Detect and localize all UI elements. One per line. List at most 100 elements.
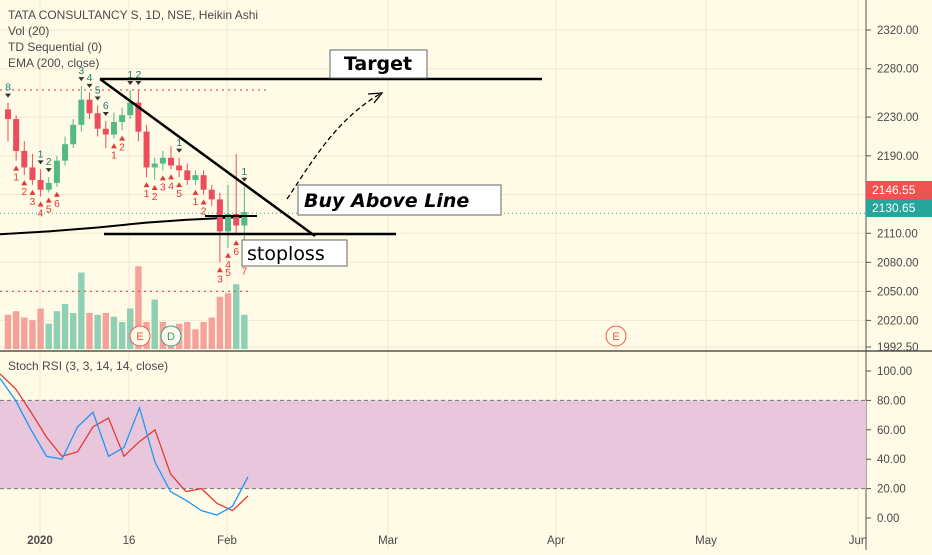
stoch-title: Stoch RSI (3, 3, 14, 14, close) <box>8 359 168 373</box>
price-tick-label: 2080.00 <box>877 257 919 269</box>
price-tick-label: 2320.00 <box>877 25 919 37</box>
candle-body <box>127 102 134 116</box>
earnings-marker-1[interactable]: E <box>129 325 151 347</box>
td-seq-number: 2 <box>46 156 52 168</box>
price-axis: 1992.502020.002050.002080.002110.002150.… <box>866 25 919 354</box>
svg-text:2146.55: 2146.55 <box>872 183 916 197</box>
td-seq-number: 2 <box>119 142 125 154</box>
candle-body <box>233 213 240 226</box>
stoch-tick-label: 20.00 <box>877 484 906 496</box>
td-seq-number: 5 <box>176 188 182 200</box>
projection-arrow-head <box>367 92 384 104</box>
stoch-axis: 0.00 20.00 40.00 60.00 80.00 100.00 <box>866 366 912 525</box>
candle-body <box>225 213 232 232</box>
volume-bar <box>53 311 61 349</box>
volume-bar <box>233 284 240 349</box>
td-seq-marker <box>45 197 52 203</box>
svg-text:2130.65: 2130.65 <box>872 201 916 215</box>
price-tag-high: 2146.55 <box>866 181 932 199</box>
time-tick-label: Feb <box>217 535 237 547</box>
time-tick-label: 2020 <box>27 535 53 547</box>
td-seq-number: 4 <box>225 259 231 271</box>
volume-bar <box>208 317 215 349</box>
td-seq-marker <box>37 201 44 207</box>
price-tick-label: 2280.00 <box>877 64 919 76</box>
candle-body <box>53 160 60 183</box>
td-seq-number: 1 <box>144 188 150 200</box>
td-seq-number: 4 <box>87 72 93 84</box>
td-seq-number: 1 <box>241 166 247 178</box>
stoch-tick-label: 40.00 <box>877 454 906 466</box>
time-axis: 2020 16 Feb Mar Apr May Jun <box>27 535 867 547</box>
stoch-tick-label: 60.00 <box>877 425 906 437</box>
volume-bar <box>135 266 142 349</box>
candle-body <box>184 170 191 181</box>
td-seq-marker <box>216 267 223 273</box>
td-seq-number: 2 <box>135 69 141 81</box>
volume-bar <box>37 308 44 349</box>
candle-body <box>29 167 36 181</box>
volume-bar <box>151 299 158 349</box>
td-seq-number: 5 <box>225 267 231 279</box>
legend-td: TD Sequential (0) <box>8 40 102 54</box>
td-seq-number: 7 <box>241 266 247 278</box>
td-seq-marker <box>233 240 240 246</box>
volume-bar <box>200 322 207 349</box>
target-label: Target <box>344 53 412 75</box>
td-seq-number: 6 <box>54 198 60 210</box>
candle-body <box>78 99 85 125</box>
price-pane-bg <box>0 0 866 351</box>
td-seq-marker <box>5 93 11 98</box>
td-seq-number: 1 <box>176 137 182 149</box>
volume-bar <box>12 311 20 349</box>
td-seq-number: 1 <box>193 196 199 208</box>
volume-bar <box>127 308 134 349</box>
stoploss-box <box>241 239 348 267</box>
td-seq-number: 3 <box>30 196 36 208</box>
candle-body <box>86 99 93 114</box>
volume-bar <box>86 313 93 349</box>
td-seq-number: 5 <box>95 84 101 96</box>
candle-body <box>37 180 44 190</box>
td-seq-marker <box>78 77 85 82</box>
time-tick-label: Apr <box>547 535 565 547</box>
buy-above-label: Buy Above Line <box>304 190 469 212</box>
legend-ema: EMA (200, close) <box>8 56 99 70</box>
stoploss-label: stoploss <box>247 243 325 265</box>
volume-bar <box>216 296 224 349</box>
td-seq-number: 1 <box>127 69 133 81</box>
td-seq-marker <box>225 252 232 258</box>
td-seq-number: 6 <box>233 246 239 258</box>
volume-bar <box>21 317 28 349</box>
stoch-tick-label: 80.00 <box>877 395 906 407</box>
td-seq-marker <box>29 189 36 195</box>
stoch-tick-label: 100.00 <box>877 366 912 378</box>
td-seq-marker <box>102 111 109 116</box>
volume-bar <box>192 329 199 349</box>
td-seq-number: 4 <box>38 207 44 219</box>
price-tick-label: 1992.50 <box>877 342 919 354</box>
candle-body <box>102 128 109 135</box>
candle-body <box>135 102 142 132</box>
td-seq-marker <box>159 175 166 181</box>
td-seq-marker <box>143 182 150 188</box>
td-seq-number: 3 <box>160 181 166 193</box>
td-seq-marker <box>127 81 134 86</box>
td-seq-number: 3 <box>217 273 223 285</box>
td-seq-marker <box>241 177 248 182</box>
candle-body <box>119 115 126 122</box>
td-seq-marker <box>94 96 101 101</box>
stoch-band <box>0 400 866 489</box>
candle-body <box>200 175 207 190</box>
stoch-k-line <box>0 377 249 516</box>
time-tick-label: 16 <box>123 535 136 547</box>
volume-bar <box>224 293 232 349</box>
td-seq-marker <box>110 143 117 149</box>
td-seq-number: 5 <box>46 204 52 216</box>
volume-bar <box>70 313 77 349</box>
td-seq-marker <box>119 135 126 141</box>
earnings-marker-2[interactable]: E <box>605 325 627 347</box>
td-seq-marker <box>21 180 28 186</box>
dividend-marker[interactable]: D <box>160 325 182 347</box>
